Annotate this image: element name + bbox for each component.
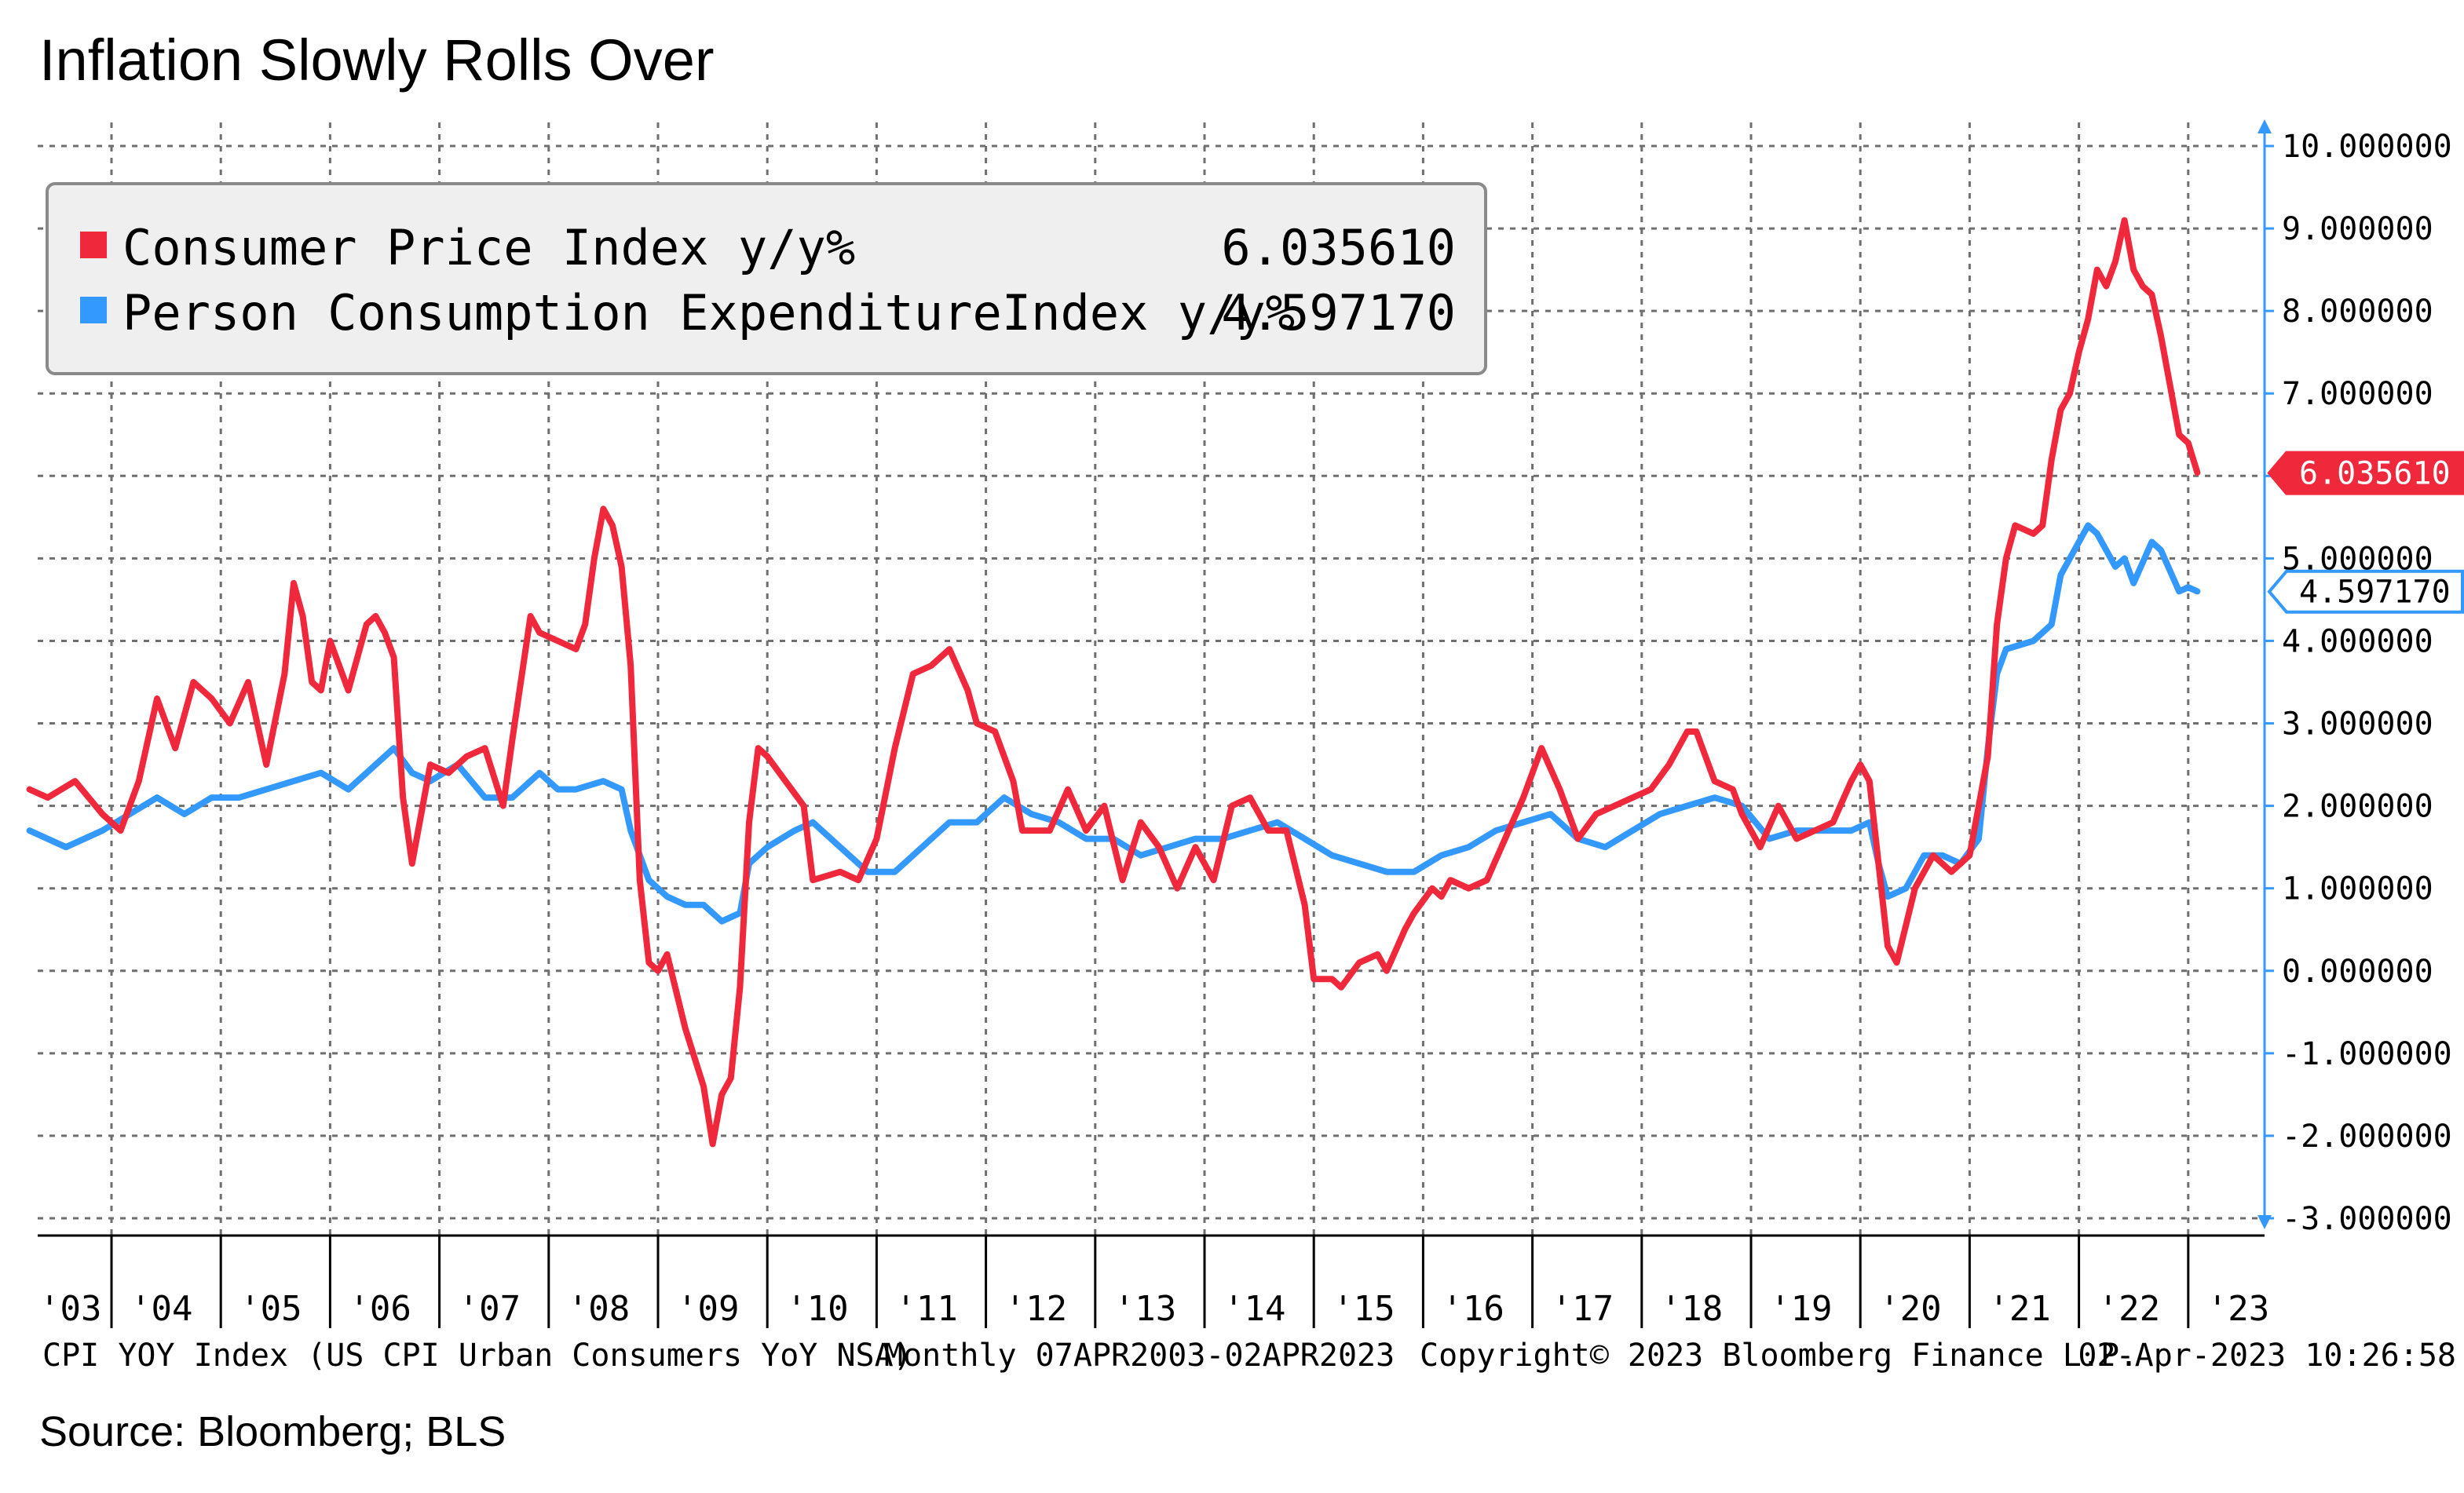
badge-pce <box>2267 569 2464 614</box>
xtick-label: '14 <box>1223 1289 1285 1329</box>
xtick-label: '10 <box>786 1289 848 1329</box>
series-line-cpi <box>26 217 2201 1148</box>
xtick-label: '06 <box>349 1289 411 1329</box>
xtick-label: '18 <box>1661 1289 1723 1329</box>
footer-timestamp: 02-Apr-2023 10:26:58 <box>2078 1338 2456 1374</box>
ytick-label: 4.000000 <box>2282 623 2433 659</box>
axis-layer: 10.0000009.0000008.0000007.0000006.00000… <box>38 119 2452 1329</box>
badge-pce-value: 4.597170 <box>2299 575 2451 611</box>
chart-title: Inflation Slowly Rolls Over <box>39 27 715 93</box>
badge-layer: 6.035610 4.597170 <box>2267 451 2464 614</box>
grid-layer <box>38 122 2265 1236</box>
ytick-label: 1.000000 <box>2282 871 2433 907</box>
ytick-label: -1.000000 <box>2282 1036 2452 1072</box>
series-layer <box>26 217 2201 1148</box>
ytick-label: -2.000000 <box>2282 1119 2452 1155</box>
xtick-label: '12 <box>1005 1289 1067 1329</box>
ytick-label: 2.000000 <box>2282 789 2433 825</box>
ytick-label: 9.000000 <box>2282 211 2433 247</box>
legend-swatch-cpi <box>80 232 107 258</box>
ytick-label: 0.000000 <box>2282 954 2433 990</box>
xtick-label: '23 <box>2207 1289 2269 1329</box>
footer-period: Monthly 07APR2003-02APR2023 <box>884 1338 1395 1374</box>
xtick-label: '09 <box>677 1289 739 1329</box>
xtick-label: '22 <box>2098 1289 2160 1329</box>
ytick-label: 10.000000 <box>2282 129 2452 165</box>
xtick-label: '17 <box>1552 1289 1614 1329</box>
legend-value-cpi: 6.035610 <box>1221 219 1456 276</box>
xtick-label: '03 <box>39 1289 101 1329</box>
legend-label-pce: Person Consumption ExpenditureIndex y/y% <box>122 284 1295 341</box>
xtick-label: '20 <box>1879 1289 1941 1329</box>
xtick-label: '13 <box>1114 1289 1176 1329</box>
ytick-label: 3.000000 <box>2282 706 2433 743</box>
legend-swatch-pce <box>80 297 107 323</box>
xtick-label: '19 <box>1770 1289 1832 1329</box>
legend-label-cpi: Consumer Price Index y/y% <box>122 219 855 276</box>
footer-index-desc: CPI YOY Index (US CPI Urban Consumers Yo… <box>42 1338 912 1374</box>
xtick-label: '04 <box>130 1289 192 1329</box>
legend-value-pce: 4.597170 <box>1221 284 1456 341</box>
xtick-label: '21 <box>1988 1289 2050 1329</box>
xtick-label: '08 <box>568 1289 630 1329</box>
ytick-label: -3.000000 <box>2282 1201 2452 1237</box>
legend-box <box>46 182 1487 375</box>
badge-cpi <box>2267 451 2464 495</box>
legend: Consumer Price Index y/y% 6.035610 Perso… <box>46 182 1487 375</box>
xtick-label: '15 <box>1333 1289 1395 1329</box>
y-axis-arrow-up <box>2257 119 2272 133</box>
ytick-label: 8.000000 <box>2282 294 2433 330</box>
xtick-label: '16 <box>1442 1289 1504 1329</box>
source-note: Source: Bloomberg; BLS <box>39 1408 506 1455</box>
footer-copyright: Copyright© 2023 Bloomberg Finance L.P. <box>1420 1338 2138 1374</box>
y-axis-arrow-down <box>2257 1215 2272 1229</box>
xtick-label: '05 <box>239 1289 302 1329</box>
xtick-label: '07 <box>459 1289 521 1329</box>
xtick-label: '11 <box>895 1289 957 1329</box>
badge-cpi-value: 6.035610 <box>2299 456 2451 492</box>
ytick-label: 7.000000 <box>2282 376 2433 412</box>
